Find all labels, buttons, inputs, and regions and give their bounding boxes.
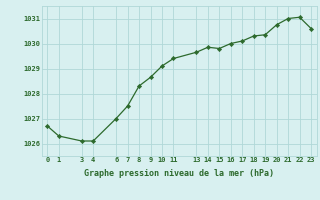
X-axis label: Graphe pression niveau de la mer (hPa): Graphe pression niveau de la mer (hPa)	[84, 169, 274, 178]
